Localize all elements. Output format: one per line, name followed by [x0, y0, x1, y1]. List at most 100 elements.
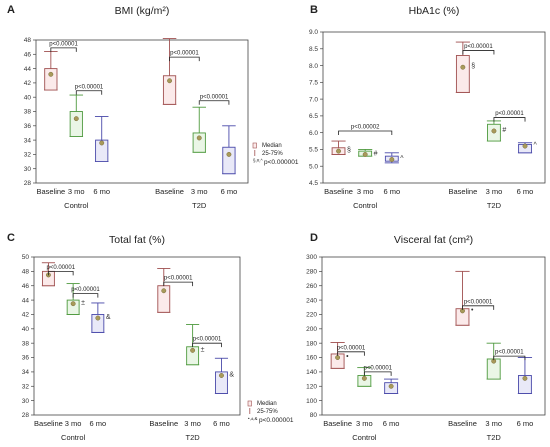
panel-b-median-point — [336, 148, 341, 154]
panel-b-ytick-label: 7.5 — [309, 80, 318, 87]
panel-c-xtick-label: 6 mo — [90, 419, 107, 428]
panel-a-median-point — [196, 135, 202, 141]
panel-a-median-point — [99, 140, 105, 146]
panel-b-xtick-label: 3 mo — [486, 187, 503, 196]
panel-b-xtick-label: 6 mo — [517, 187, 534, 196]
panel-c-xtick-label: 3 mo — [65, 419, 82, 428]
panel-c-ytick-label: 42 — [22, 312, 30, 319]
panel-a-iqr-box — [162, 75, 177, 105]
panel-a-xtick-label: Baseline — [155, 187, 184, 196]
panel-b-median-point — [522, 143, 528, 149]
panel-d-significance-marker: • — [471, 307, 474, 314]
panel-d-bracket — [462, 305, 495, 310]
panel-d-ytick-label: 300 — [306, 254, 317, 261]
panel-a-legend-iqr-label: 25-75% — [262, 151, 283, 157]
panel-b-bracket-label: p<0.00001 — [464, 44, 493, 50]
panel-a-median-point — [226, 151, 232, 157]
panel-b-title: HbA1c (%) — [409, 5, 460, 17]
panel-a-median-point — [167, 78, 173, 84]
panel-c-ytick-label: 36 — [22, 355, 30, 362]
panel-a-ytick-label: 28 — [24, 180, 32, 187]
panel-a-xtick-label: 6 mo — [93, 187, 110, 196]
panel-d-bracket-label: p<0.00001 — [464, 299, 493, 305]
panel-c-xtick-label: 6 mo — [213, 419, 230, 428]
panel-c-bracket-label: p<0.00001 — [164, 276, 193, 282]
panel-c-letter: C — [7, 232, 15, 244]
panel-d-xtick-label: Baseline — [323, 419, 352, 428]
panel-a-bracket-label: p<0.00001 — [49, 41, 78, 47]
panel-a-xtick-label: 6 mo — [221, 187, 238, 196]
panel-d-significance-marker: • — [346, 354, 349, 361]
panel-d-ytick-label: 180 — [306, 340, 317, 347]
panel-a-legend-median-swatch — [252, 142, 257, 149]
panel-a-bracket — [169, 56, 200, 62]
panel-a-xtick-label: Baseline — [36, 187, 65, 196]
panel-a-bracket — [198, 100, 230, 105]
panel-c-xtick-label: 3 mo — [184, 419, 201, 428]
panel-d-group-label: T2D — [487, 433, 502, 442]
panel-b-xtick-label: 3 mo — [357, 187, 374, 196]
panel-b-plot-frame — [322, 31, 546, 184]
panel-d-xtick-label: 3 mo — [356, 419, 373, 428]
panel-a-ytick-label: 32 — [24, 152, 32, 159]
panel-d-xtick-label: Baseline — [448, 419, 477, 428]
panel-d-iqr-box — [518, 375, 532, 394]
panel-a-title: BMI (kg/m²) — [115, 5, 170, 17]
panel-b-xtick-label: Baseline — [448, 187, 477, 196]
panel-c-legend-markers: •,±,& — [248, 416, 258, 421]
panel-a-ytick-label: 30 — [24, 166, 32, 173]
panel-c-iqr-box — [66, 299, 80, 315]
panel-b-bracket-label: p<0.00001 — [495, 111, 524, 117]
panel-b-significance-marker: § — [471, 63, 475, 70]
panel-b-significance-marker: ^ — [400, 156, 404, 163]
panel-d-bracket-label: p<0.00001 — [337, 345, 366, 351]
panel-c-median-point — [95, 315, 101, 321]
panel-c-significance-marker: & — [229, 372, 234, 379]
panel-c-legend-iqr-label: 25-75% — [257, 409, 278, 415]
panel-d-ytick-label: 240 — [306, 297, 317, 304]
panel-c-legend-median-label: Median — [257, 401, 277, 407]
panel-c-title: Total fat (%) — [109, 234, 165, 246]
panel-b-bracket — [493, 117, 526, 122]
panel-c-iqr-box — [91, 314, 105, 333]
panel-a-ytick-label: 34 — [24, 137, 32, 144]
panel-d-xtick-label: 6 mo — [383, 419, 400, 428]
panel-b-ytick-label: 5.0 — [309, 163, 318, 170]
panel-a-iqr-box — [69, 111, 83, 137]
panel-c-legend-pvalue: p<0.000001 — [259, 417, 294, 424]
panel-c-bracket — [192, 342, 222, 348]
panel-b-significance-marker: ^ — [533, 142, 537, 149]
panel-c-bracket-label: p<0.00001 — [71, 287, 100, 293]
panel-c-significance-marker: & — [106, 314, 111, 321]
panel-c-bracket-label: p<0.00001 — [47, 265, 76, 271]
panel-a-ytick-label: 44 — [24, 66, 32, 73]
panel-c-plot-frame — [33, 256, 241, 416]
panel-a-iqr-box — [44, 68, 58, 91]
panel-d-bracket — [363, 371, 392, 376]
panel-c-bracket — [72, 293, 99, 298]
panel-b-ytick-label: 7.0 — [309, 96, 318, 103]
panel-b-significance-marker: # — [502, 127, 506, 134]
panel-d-ytick-label: 120 — [306, 383, 317, 390]
panel-c-bracket — [163, 281, 194, 287]
panel-c-xtick-label: Baseline — [34, 419, 63, 428]
panel-c-median-point — [219, 373, 224, 378]
panel-b-ytick-label: 9.0 — [309, 29, 318, 36]
panel-a-ytick-label: 46 — [24, 52, 32, 59]
panel-b-median-point — [460, 64, 466, 70]
panel-d-xtick-label: 3 mo — [485, 419, 502, 428]
panel-a-ytick-label: 42 — [24, 80, 32, 87]
panel-d-xtick-label: 6 mo — [517, 419, 534, 428]
panel-b-significance-marker: § — [347, 147, 351, 154]
panel-c-median-point — [190, 347, 196, 353]
panel-d-median-point — [361, 375, 367, 381]
panel-a-ytick-label: 38 — [24, 109, 32, 116]
panel-c-significance-marker: ± — [81, 300, 85, 307]
panel-c-significance-marker: ± — [201, 346, 205, 353]
panel-d-ytick-label: 100 — [306, 398, 317, 405]
panel-a-legend-markers: §,#,^ — [253, 158, 264, 163]
panel-d-ytick-label: 260 — [306, 283, 317, 290]
panel-d-ytick-label: 280 — [306, 269, 317, 276]
panel-d-ytick-label: 140 — [306, 369, 317, 376]
